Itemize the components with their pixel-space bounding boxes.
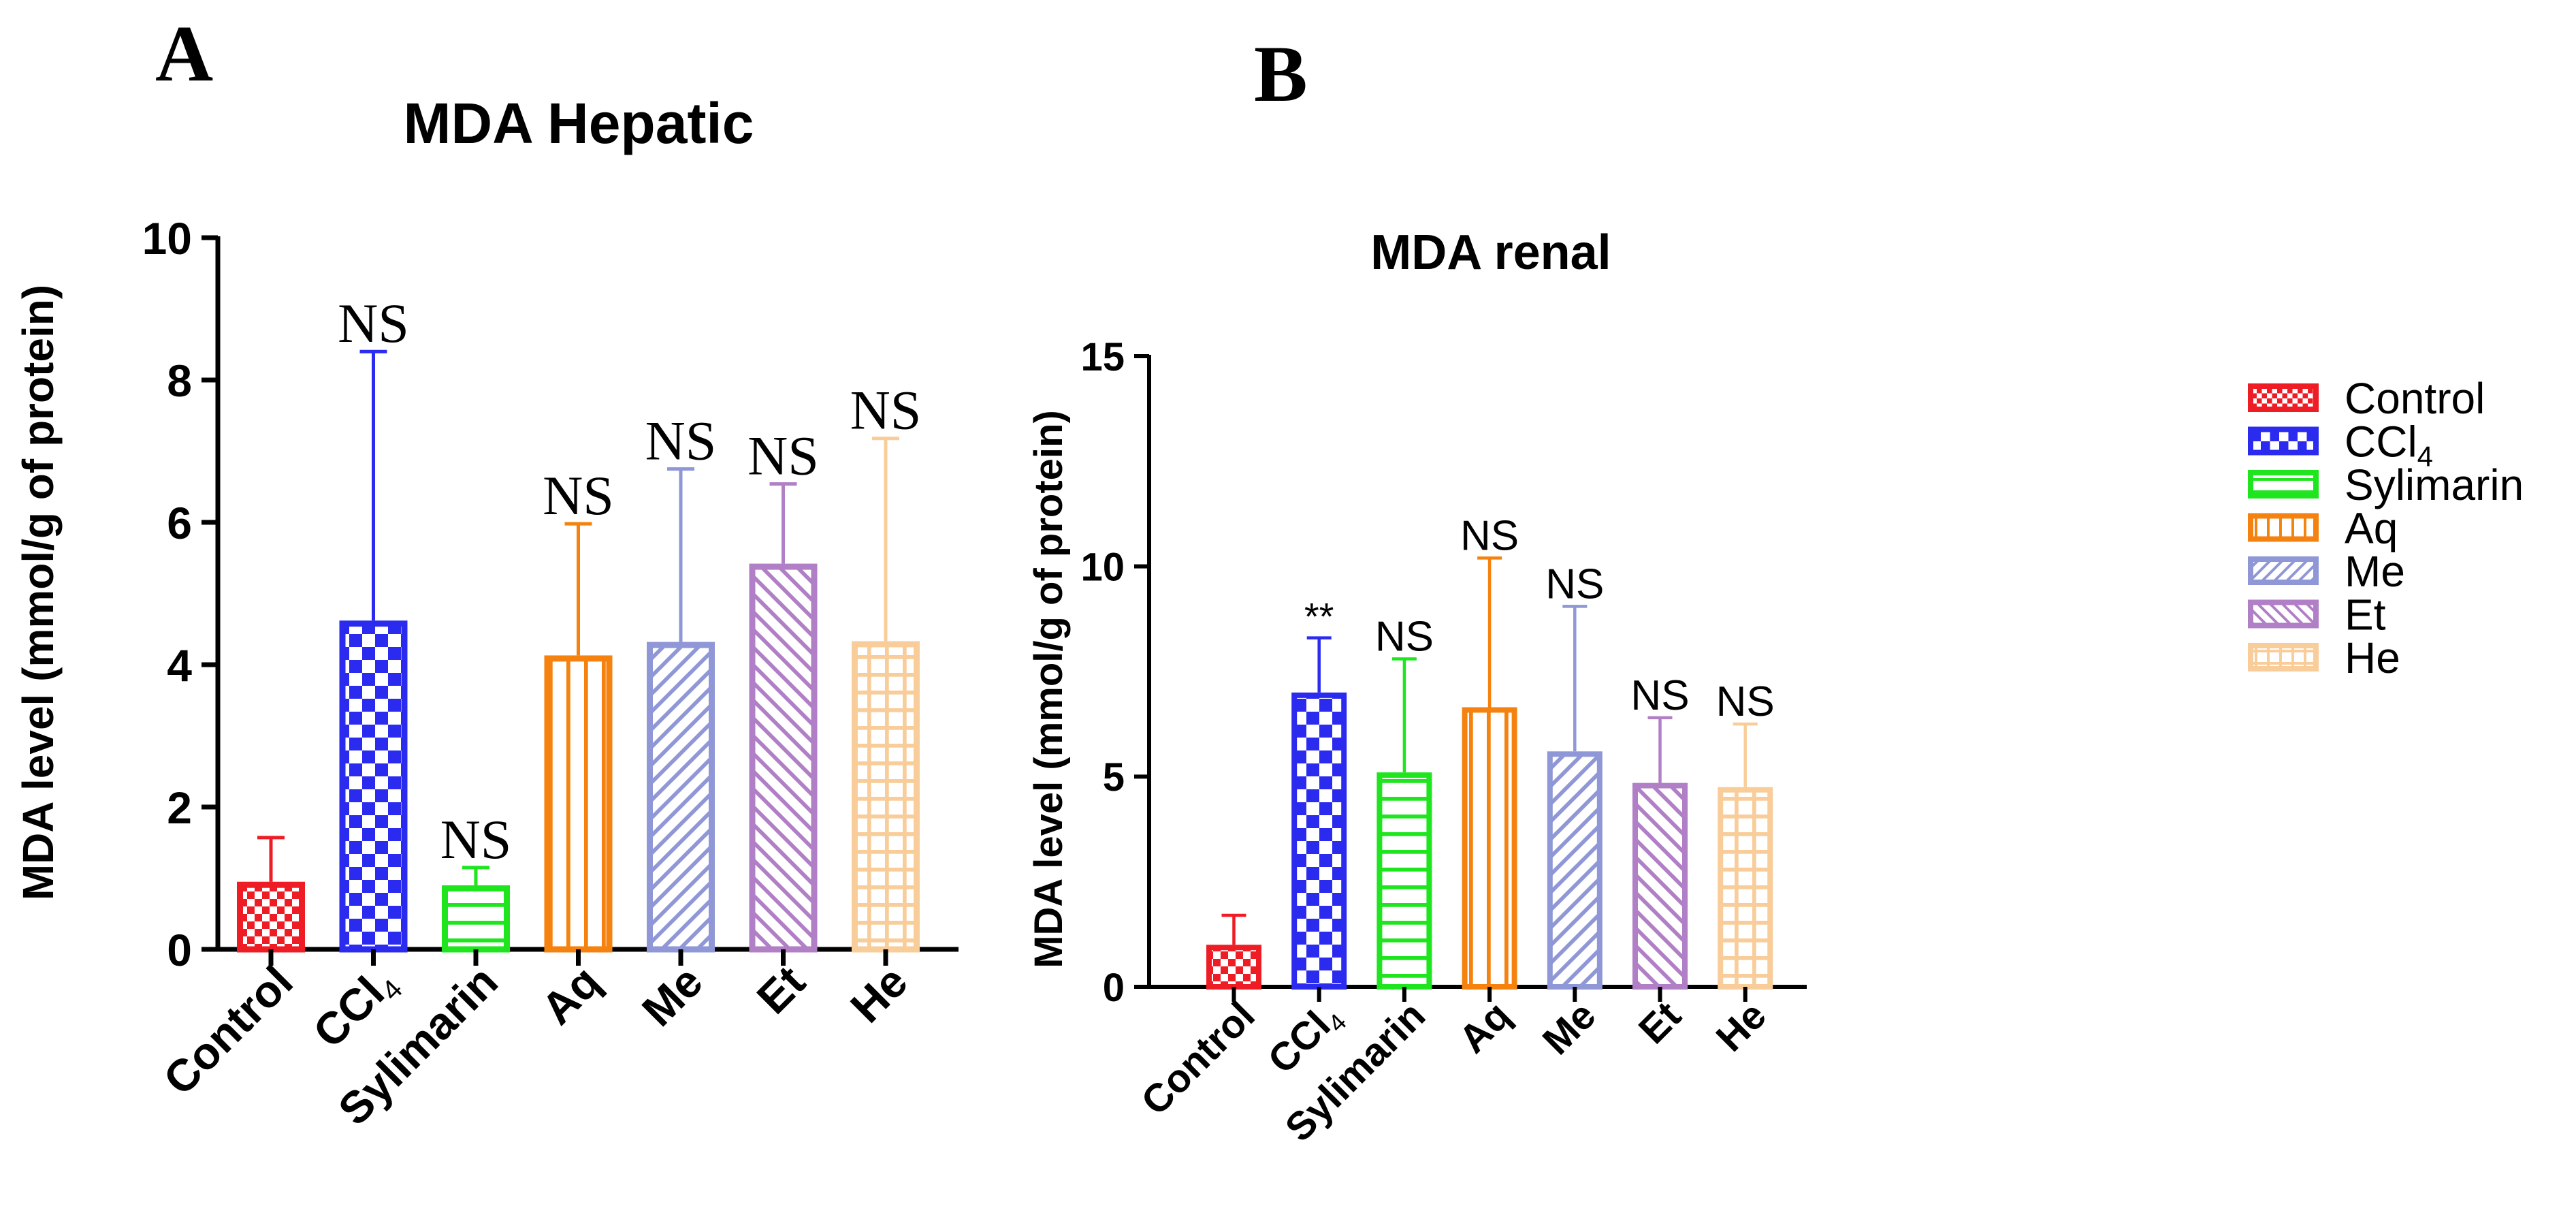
bar-ccl — [1291, 692, 1347, 990]
category-label-me: Me — [632, 956, 712, 1036]
legend-label-ccl: CCl4 — [2345, 417, 2433, 473]
category-label-aq: Aq — [1451, 993, 1519, 1062]
bar-sylimarin — [1376, 772, 1432, 990]
category-label-he: He — [841, 956, 917, 1032]
bar-ccl — [339, 620, 408, 953]
bar-he — [852, 641, 920, 953]
y-axis-label: MDA level (mmol/g of protein) — [1027, 410, 1071, 968]
legend-swatch-ccl — [2248, 426, 2319, 456]
legend-swatch-me — [2248, 556, 2319, 585]
legend-swatch-sylimarin — [2248, 470, 2319, 499]
ns-annotation: NS — [850, 379, 922, 441]
legend-label-sylimarin: Sylimarin — [2345, 460, 2524, 509]
panel-letter-b: B — [1254, 29, 1308, 118]
bar-aq — [1462, 707, 1517, 990]
ns-annotation: NS — [1716, 678, 1775, 725]
y-axis-label: MDA level (mmol/g of protein) — [14, 285, 63, 900]
legend-label-he: He — [2345, 633, 2400, 682]
legend-label-et: Et — [2345, 590, 2386, 639]
y-tick-label: 5 — [1103, 755, 1125, 800]
category-label-et: Et — [1630, 993, 1690, 1052]
category-label-aq: Aq — [532, 956, 610, 1034]
category-label-et: Et — [747, 956, 814, 1024]
bar-me — [1547, 751, 1603, 990]
y-tick-label: 2 — [167, 783, 192, 833]
ns-annotation: NS — [440, 808, 512, 870]
y-tick-label: 4 — [167, 640, 192, 691]
bar-et — [749, 563, 818, 953]
legend-label-control: Control — [2345, 374, 2485, 423]
legend-label-aq: Aq — [2345, 504, 2398, 553]
legend-label-me: Me — [2345, 547, 2405, 596]
y-tick-label: 8 — [167, 355, 192, 406]
bar-et — [1632, 783, 1688, 990]
ns-annotation: NS — [1545, 560, 1604, 607]
category-label-control: Control — [1133, 993, 1263, 1124]
y-tick-label: 10 — [142, 213, 192, 264]
ns-annotation: NS — [1460, 512, 1519, 559]
chart-title: MDA renal — [1370, 225, 1611, 280]
panel-letter-a: A — [155, 9, 213, 98]
bar-sylimarin — [442, 885, 510, 953]
significance-stars: ** — [1304, 595, 1334, 638]
y-tick-label: 15 — [1080, 335, 1125, 379]
bar-he — [1718, 787, 1773, 990]
chart-mda-hepatic: MDA Hepatic MDA level (mmol/g of protein)… — [14, 91, 959, 1135]
bar-control — [1206, 945, 1261, 990]
ns-annotation: NS — [1630, 672, 1689, 719]
ns-annotation: NS — [1375, 613, 1434, 660]
chart-mda-renal: MDA renal MDA level (mmol/g of protein) 0 5… — [1027, 225, 1807, 1150]
y-tick-label: 6 — [167, 498, 192, 548]
bar-control — [237, 881, 305, 953]
chart-title: MDA Hepatic — [404, 91, 754, 155]
legend-swatch-control — [2248, 383, 2319, 412]
category-label-me: Me — [1534, 993, 1605, 1063]
legend-swatch-aq — [2248, 513, 2319, 542]
legend-swatch-he — [2248, 643, 2319, 671]
legend-swatch-et — [2248, 599, 2319, 629]
y-tick-label: 10 — [1080, 546, 1125, 590]
category-label-he: He — [1707, 993, 1774, 1060]
bar-aq — [544, 655, 613, 953]
bar-me — [647, 642, 715, 953]
y-tick-label: 0 — [1103, 966, 1125, 1010]
ns-annotation: NS — [543, 464, 614, 526]
ns-annotation: NS — [338, 292, 409, 354]
ns-annotation: NS — [645, 410, 717, 472]
category-label-control: Control — [154, 956, 302, 1105]
ns-annotation: NS — [747, 425, 819, 487]
y-tick-label: 0 — [167, 925, 192, 975]
